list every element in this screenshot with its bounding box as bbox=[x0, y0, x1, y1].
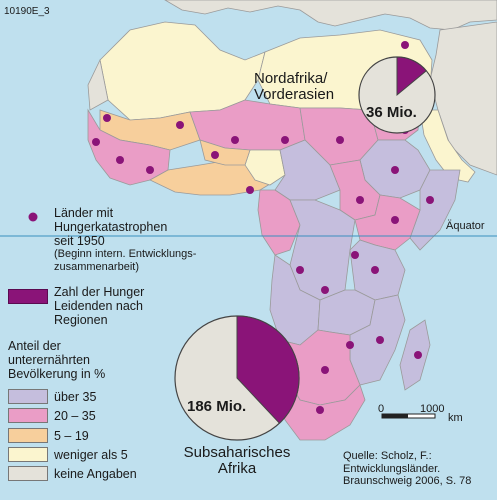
arabia-landmass bbox=[419, 109, 476, 183]
marker-drc bbox=[321, 286, 329, 294]
western-sahara bbox=[87, 58, 109, 111]
marker-madagascar bbox=[414, 351, 422, 359]
scale-unit-label: km bbox=[448, 412, 463, 424]
south-region-label: Subsaharisches Afrika bbox=[176, 445, 298, 477]
marker-burkina bbox=[211, 151, 219, 159]
marker-nigeria bbox=[246, 186, 254, 194]
south-pie-value: 186 Mio. bbox=[187, 398, 247, 415]
legend-class-label-3: 5 – 19 bbox=[54, 429, 89, 443]
source-line-1: Quelle: Scholz, F.: bbox=[343, 450, 432, 462]
drc-region bbox=[289, 199, 356, 301]
legend-marker-line-1: Länder mit bbox=[54, 206, 114, 220]
legend-class-swatch-1 bbox=[8, 389, 48, 404]
europe-landmass bbox=[164, 0, 497, 31]
legend-marker-note-line-2: zusammenarbeit) bbox=[54, 260, 139, 273]
map-code: 10190E_3 bbox=[4, 6, 50, 17]
marker-lesotho bbox=[316, 406, 324, 414]
marker-mali bbox=[176, 121, 184, 129]
scale-bar-fill bbox=[382, 414, 408, 418]
marker-senegal bbox=[92, 138, 100, 146]
legend-marker-line-2: Hungerkatastrophen bbox=[54, 220, 168, 234]
legend-class-label-1: über 35 bbox=[54, 390, 97, 404]
south-pie-slice bbox=[236, 315, 300, 424]
legend-marker-note: (Beginn intern. Entwicklungs- zusammenar… bbox=[54, 248, 196, 273]
marker-mozambique bbox=[376, 336, 384, 344]
north-region-label: Nordafrika/ Vorderasien bbox=[254, 71, 334, 103]
legend-share-title-line-3: Bevölkerung in % bbox=[8, 367, 106, 381]
marker-ethiopia bbox=[391, 166, 399, 174]
legend-share-title-line-1: Anteil der bbox=[8, 339, 61, 353]
marker-somalia bbox=[426, 196, 434, 204]
legend-marker-swatch bbox=[28, 212, 38, 222]
legend-total-swatch bbox=[8, 289, 48, 304]
scale-zero-label: 0 bbox=[378, 403, 385, 415]
legend-total-label: Zahl der Hunger Leidenden nach Regionen bbox=[54, 285, 144, 327]
burkina-faso-region bbox=[199, 139, 251, 166]
legend-share-title-line-2: unterernährten bbox=[8, 353, 91, 367]
north-region-label-line-1: Nordafrika/ bbox=[254, 70, 328, 87]
south-region-label-line-1: Subsaharisches bbox=[183, 444, 291, 461]
legend-total-line-3: Regionen bbox=[54, 313, 108, 327]
marker-south-sudan bbox=[356, 196, 364, 204]
north-pie bbox=[358, 56, 436, 134]
north-pie-slice bbox=[396, 56, 427, 97]
gabon-congo-region bbox=[257, 189, 301, 256]
legend-marker-label: Länder mit Hungerkatastrophen seit 1950 bbox=[54, 206, 167, 248]
somalia-region bbox=[409, 169, 461, 251]
marker-north-1 bbox=[401, 41, 409, 49]
marker-liberia bbox=[146, 166, 154, 174]
source-line-2: Entwicklungsländer. bbox=[343, 462, 441, 475]
legend-class-label-2: 20 – 35 bbox=[54, 409, 96, 423]
marker-chad bbox=[281, 136, 289, 144]
marker-sudan bbox=[336, 136, 344, 144]
legend-share-title: Anteil der unterernährten Bevölkerung in… bbox=[8, 339, 105, 381]
legend-class-swatch-5 bbox=[8, 466, 48, 481]
marker-rwanda bbox=[351, 251, 359, 259]
south-pie bbox=[174, 315, 300, 441]
marker-zimbabwe bbox=[346, 341, 354, 349]
legend-class-swatch-4 bbox=[8, 447, 48, 462]
source-line-3: Braunschweig 2006, S. 78 bbox=[343, 475, 472, 487]
legend-total-line-2: Leidenden nach bbox=[54, 299, 143, 313]
equator-label: Äquator bbox=[446, 220, 485, 232]
scale-bar bbox=[381, 413, 436, 419]
source-citation: Quelle: Scholz, F.: Entwicklungsländer. … bbox=[343, 450, 471, 488]
marker-botswana bbox=[321, 366, 329, 374]
legend-marker-line-3: seit 1950 bbox=[54, 234, 105, 248]
legend-class-label-5: keine Angaben bbox=[54, 467, 137, 481]
marker-kenya bbox=[391, 216, 399, 224]
marker-niger bbox=[231, 136, 239, 144]
north-pie-value: 36 Mio. bbox=[366, 104, 417, 121]
marker-congo bbox=[296, 266, 304, 274]
marker-mauritania bbox=[103, 114, 111, 122]
legend-class-label-4: weniger als 5 bbox=[54, 448, 128, 462]
legend-marker-note-line-1: (Beginn intern. Entwicklungs- bbox=[54, 248, 197, 260]
hunger-markers bbox=[92, 41, 434, 414]
north-region-label-line-2: Vorderasien bbox=[254, 86, 335, 103]
legend-class-swatch-2 bbox=[8, 408, 48, 423]
marker-guinea bbox=[116, 156, 124, 164]
legend-class-swatch-3 bbox=[8, 428, 48, 443]
marker-tanzania bbox=[371, 266, 379, 274]
legend-total-line-1: Zahl der Hunger bbox=[54, 285, 145, 299]
south-region-label-line-2: Afrika bbox=[217, 460, 257, 477]
scale-distance-label: 1000 bbox=[420, 403, 445, 415]
